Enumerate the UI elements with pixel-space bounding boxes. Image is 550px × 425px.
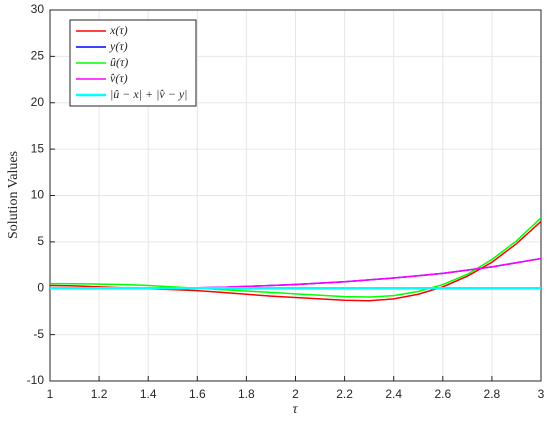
legend-label: û(τ) <box>110 55 128 69</box>
x-tick-label: 2.4 <box>385 387 402 401</box>
x-tick-label: 1.6 <box>189 387 206 401</box>
data-line <box>49 217 542 298</box>
y-tick-label: 0 <box>37 280 44 294</box>
y-axis-label: Solution Values <box>6 151 21 239</box>
legend-label: x(τ) <box>109 23 128 37</box>
x-tick-label: 1.8 <box>238 387 255 401</box>
y-tick-label: -10 <box>27 373 45 387</box>
x-tick-label: 2.8 <box>484 387 501 401</box>
y-tick-label: 15 <box>31 141 45 155</box>
plot-frame <box>49 9 542 382</box>
legend-label: |û − x| + |v̂ − y| <box>110 87 187 101</box>
legend-label: y(τ) <box>109 39 128 53</box>
y-tick-label: 25 <box>31 49 45 63</box>
x-tick-label: 1.4 <box>140 387 157 401</box>
x-tick-label: 2.6 <box>434 387 451 401</box>
y-tick-label: 5 <box>37 234 44 248</box>
x-tick-label: 1.2 <box>91 387 108 401</box>
x-tick-label: 1 <box>47 387 54 401</box>
x-tick-label: 2 <box>292 387 299 401</box>
y-tick-label: 30 <box>31 2 45 16</box>
x-axis-label: τ <box>292 402 298 417</box>
y-tick-label: 10 <box>31 188 45 202</box>
legend-label: v̂(τ) <box>110 71 128 85</box>
y-tick-label: -5 <box>33 327 44 341</box>
x-tick-label: 2.2 <box>336 387 353 401</box>
x-tick-label: 3 <box>538 387 545 401</box>
y-tick-label: 20 <box>31 95 45 109</box>
